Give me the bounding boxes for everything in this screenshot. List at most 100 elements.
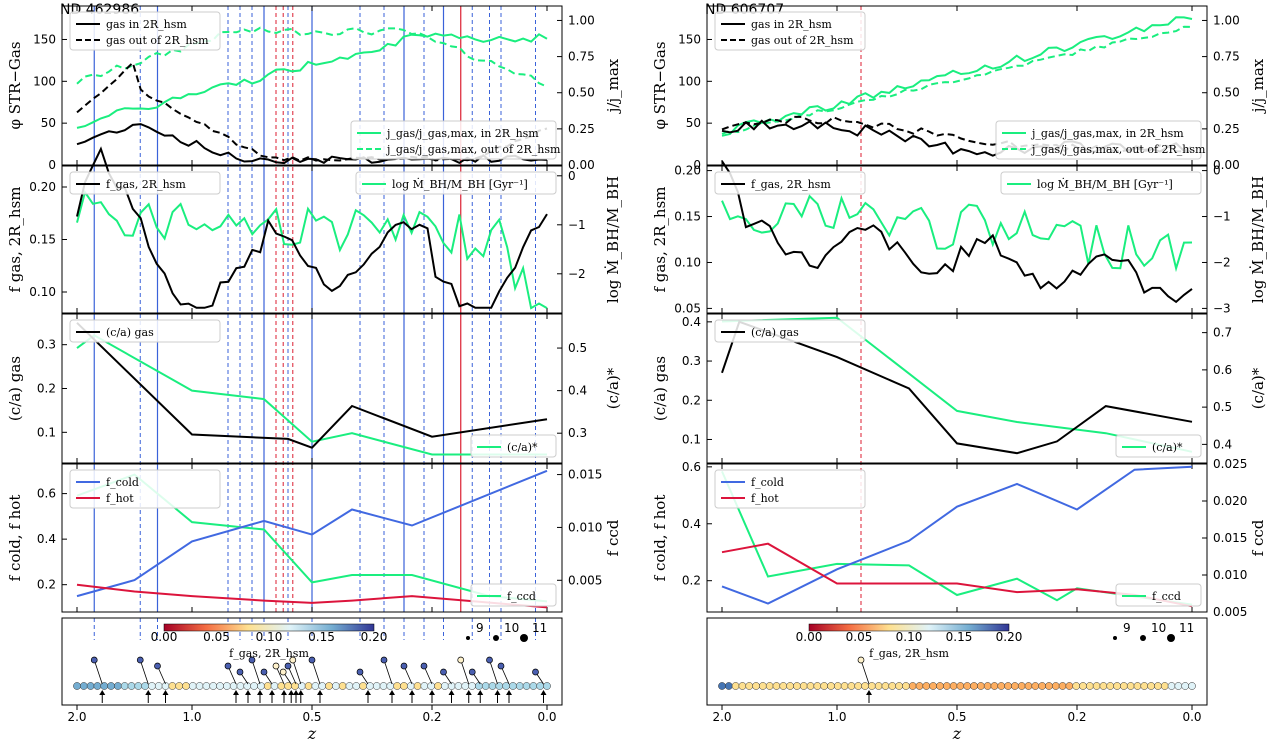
timeline-dot — [1126, 682, 1135, 690]
size-legend-label: 10 — [504, 621, 519, 635]
size-legend-label: 11 — [1179, 621, 1194, 635]
y-left-tick-label: 0.15 — [674, 210, 701, 224]
y-left-tick-label: 0.6 — [682, 460, 701, 474]
merger-link — [489, 659, 498, 685]
y-right-tick-label: 0 — [568, 169, 576, 183]
legend-left-label: f_gas, 2R_hsm — [751, 178, 831, 191]
y-right-axis-label: log Ṁ_BH/M_BH — [1249, 176, 1267, 303]
x-tick-label: 2.0 — [67, 710, 86, 724]
colorbar-tick: 0.20 — [361, 630, 388, 644]
merger-arrow-head — [297, 690, 304, 695]
legend-left-label: f_cold — [751, 476, 784, 489]
timeline-dot — [1004, 682, 1012, 690]
timeline-dot — [915, 682, 924, 690]
y-right-tick-label: 0.5 — [568, 341, 587, 355]
y-left-tick-label: 0.1 — [682, 432, 701, 446]
legend-right-label: j_gas/j_gas,max, in 2R_hsm — [1030, 127, 1184, 140]
x-tick-label: 0.0 — [1182, 710, 1201, 724]
x-axis-label: z — [307, 724, 317, 743]
merger-arrow-head — [866, 690, 872, 695]
y-right-tick-label: 0.005 — [568, 573, 602, 587]
merger-arrow-head — [145, 690, 152, 695]
timeline-dot — [331, 682, 340, 690]
merger-marker — [90, 656, 98, 664]
timeline-dot — [997, 682, 1006, 690]
timeline-dot — [434, 682, 442, 690]
legend-left-box — [714, 319, 866, 343]
merger-marker — [279, 668, 287, 676]
series-fhot — [76, 583, 548, 609]
size-legend-dot — [1167, 634, 1175, 642]
y-left-tick-label: 0.2 — [682, 393, 701, 407]
y-right-tick-label: 0.7 — [1213, 326, 1232, 340]
timeline-dot — [406, 682, 415, 690]
y-left-tick-label: 0 — [48, 158, 56, 172]
timeline-dot — [1188, 682, 1196, 690]
timeline-dot — [929, 682, 938, 690]
timeline-dot — [1099, 682, 1108, 690]
y-right-axis-label: j/j_max — [1249, 58, 1267, 114]
merger-marker — [420, 662, 428, 670]
y-left-tick-label: 150 — [678, 32, 701, 46]
y-left-axis-label: f cold, f hot — [651, 495, 669, 582]
y-right-axis-label: log Ṁ_BH/M_BH — [604, 176, 622, 303]
y-right-tick-label: 0.010 — [568, 520, 602, 534]
timeline-dot — [352, 682, 361, 690]
merger-arrow-head — [317, 690, 323, 695]
y-left-tick-label: 150 — [33, 32, 56, 46]
timeline-dot — [1113, 682, 1121, 690]
merger-link — [251, 659, 261, 685]
size-legend-label: 9 — [1123, 621, 1131, 635]
timeline-dot — [543, 682, 551, 690]
y-left-tick-label: 0.4 — [682, 315, 701, 329]
series-gas-out — [76, 60, 548, 162]
timeline-dot — [847, 682, 856, 690]
colorbar-tick: 0.05 — [846, 630, 873, 644]
timeline-dot — [223, 682, 231, 690]
colorbar-tick: 0.10 — [256, 630, 283, 644]
x-tick-label: 0.5 — [302, 710, 321, 724]
y-left-tick-label: 50 — [686, 116, 701, 130]
colorbar-tick: 0.00 — [796, 630, 823, 644]
legend-left-box — [714, 469, 866, 509]
timeline-dot — [949, 682, 958, 690]
merger-marker — [289, 656, 297, 664]
timeline-dot — [820, 682, 829, 690]
timeline-dot — [79, 682, 88, 690]
legend-right-label: f_ccd — [507, 590, 536, 603]
timeline-dot — [806, 682, 815, 690]
x-tick-label: 1.0 — [827, 710, 846, 724]
merger-marker — [260, 668, 268, 676]
timeline-dot — [1092, 682, 1101, 690]
y-left-tick-label: 100 — [33, 74, 56, 88]
panel-curves — [76, 146, 548, 310]
merger-marker — [284, 662, 292, 670]
merger-arrow-head — [409, 690, 415, 695]
y-right-axis-label: (c/a)* — [1249, 367, 1267, 409]
merger-marker — [248, 656, 256, 664]
merger-arrow-head — [99, 690, 106, 695]
series-fcold — [721, 465, 1193, 605]
x-tick-label: 2.0 — [712, 710, 731, 724]
series-fccd — [721, 470, 1193, 606]
merger-marker — [857, 656, 865, 664]
legend-right-box — [355, 171, 557, 195]
timeline-dot — [1174, 682, 1183, 690]
timeline-dot — [86, 682, 95, 690]
legend-right-label: (c/a)* — [507, 441, 538, 454]
legend-right-label: (c/a)* — [1152, 441, 1183, 454]
timeline-dot — [731, 682, 740, 690]
timeline-dot — [393, 682, 401, 690]
merger-arrow-head — [245, 690, 251, 695]
y-right-tick-label: −1 — [1213, 210, 1231, 224]
series-ca-star — [721, 316, 1193, 453]
merger-arrow-head — [429, 690, 435, 695]
legend-right-box — [350, 120, 557, 160]
timeline-dot — [250, 682, 258, 690]
timeline-dot — [386, 682, 395, 690]
y-left-tick-label: 50 — [41, 116, 56, 130]
timeline-dot — [154, 682, 163, 690]
y-right-tick-label: 0.25 — [568, 122, 595, 136]
y-right-tick-label: 0.3 — [568, 426, 587, 440]
